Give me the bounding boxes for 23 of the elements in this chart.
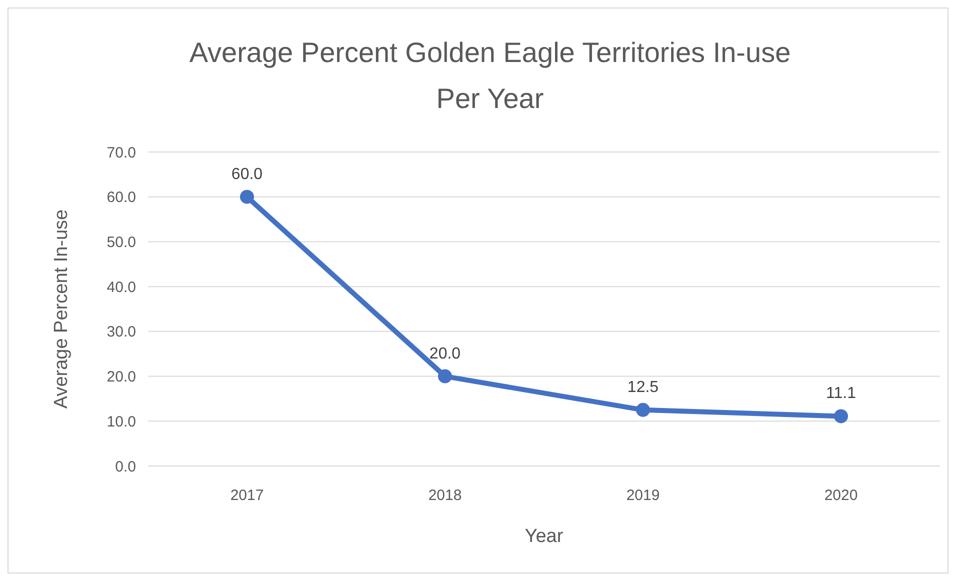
- y-tick-label: 70.0: [106, 144, 136, 162]
- y-tick-label: 40.0: [106, 278, 136, 296]
- y-tick-label: 50.0: [106, 234, 136, 251]
- point: [240, 190, 254, 204]
- data-label: 12.5: [627, 378, 659, 396]
- x-tick-label: 2017: [230, 487, 264, 504]
- x-tick-label: 2018: [428, 487, 462, 504]
- y-tick-label: 10.0: [106, 413, 136, 430]
- y-tick-label: 30.0: [106, 324, 136, 341]
- y-axis-title: Average Percent In-use: [51, 209, 72, 409]
- point: [438, 369, 452, 384]
- x-tick-label: 2019: [626, 487, 660, 504]
- y-tick-label: 60.0: [106, 189, 136, 206]
- x-tick-label: 2020: [824, 487, 858, 504]
- point: [834, 409, 848, 424]
- x-axis-title: Year: [524, 526, 564, 547]
- point: [636, 402, 650, 417]
- chart-title: Average Percent Golden Eagle Territories In-use Per Year: [189, 37, 791, 114]
- y-tick-label: 0.0: [115, 458, 136, 476]
- data-label: 20.0: [429, 345, 461, 362]
- data-label: 60.0: [231, 166, 263, 183]
- data-label: 11.1: [826, 385, 856, 402]
- y-tick-label: 20.0: [106, 368, 136, 386]
